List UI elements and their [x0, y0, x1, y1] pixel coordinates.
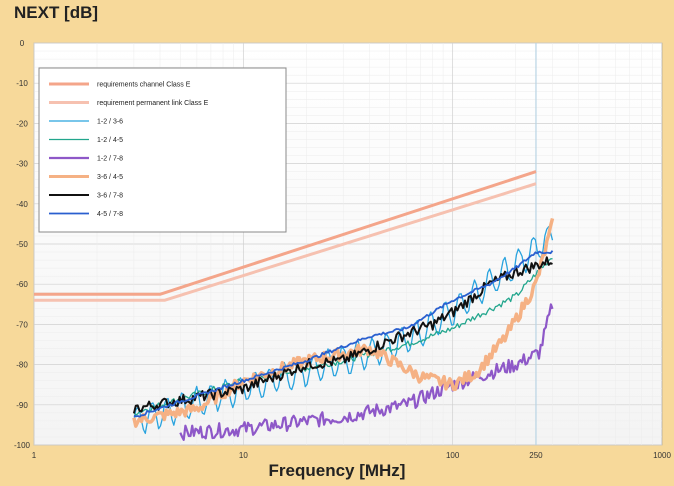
y-tick-label: -50 — [16, 240, 28, 249]
legend-label: requirement permanent link Class E — [97, 100, 209, 107]
legend-label: 1-2 / 3-6 — [97, 119, 123, 126]
chart-title: NEXT [dB] — [14, 3, 99, 22]
y-tick-label: -100 — [14, 441, 31, 450]
y-axis-ticks: 0 -10 -20 -30 -40 -50 -60 -70 -80 -90 -100 — [14, 39, 31, 450]
x-axis-label: Frequency [MHz] — [268, 461, 406, 480]
legend-label: 3-6 / 7-8 — [97, 193, 123, 200]
x-axis-ticks: 1 10 100 250 1000 — [32, 451, 672, 460]
series-line — [34, 170, 537, 296]
series-line — [179, 303, 554, 441]
y-tick-label: -30 — [16, 160, 28, 169]
series-line — [132, 217, 555, 428]
y-tick-label: 0 — [20, 39, 25, 48]
y-tick-label: -60 — [16, 280, 28, 289]
legend-label: 1-2 / 4-5 — [97, 137, 123, 144]
x-tick-label: 1000 — [653, 451, 671, 460]
series-line — [34, 182, 537, 302]
x-tick-label: 250 — [529, 451, 543, 460]
y-tick-label: -20 — [16, 119, 28, 128]
x-tick-label: 100 — [446, 451, 460, 460]
legend-label: 3-6 / 4-5 — [97, 174, 123, 181]
y-tick-label: -90 — [16, 401, 28, 410]
y-tick-label: -10 — [16, 79, 28, 88]
y-tick-label: -40 — [16, 200, 28, 209]
y-tick-label: -80 — [16, 361, 28, 370]
series-lines — [34, 170, 555, 441]
series-line — [133, 250, 554, 418]
legend-label: 1-2 / 7-8 — [97, 156, 123, 163]
legend: requirements channel Class E requirement … — [38, 67, 287, 233]
y-tick-label: -70 — [16, 320, 28, 329]
series-line — [133, 225, 554, 435]
legend-label: requirements channel Class E — [97, 82, 191, 89]
series-line — [132, 256, 553, 414]
x-tick-label: 10 — [239, 451, 248, 460]
x-tick-label: 1 — [32, 451, 37, 460]
legend-box — [38, 67, 287, 233]
legend-label: 4-5 / 7-8 — [97, 211, 123, 218]
